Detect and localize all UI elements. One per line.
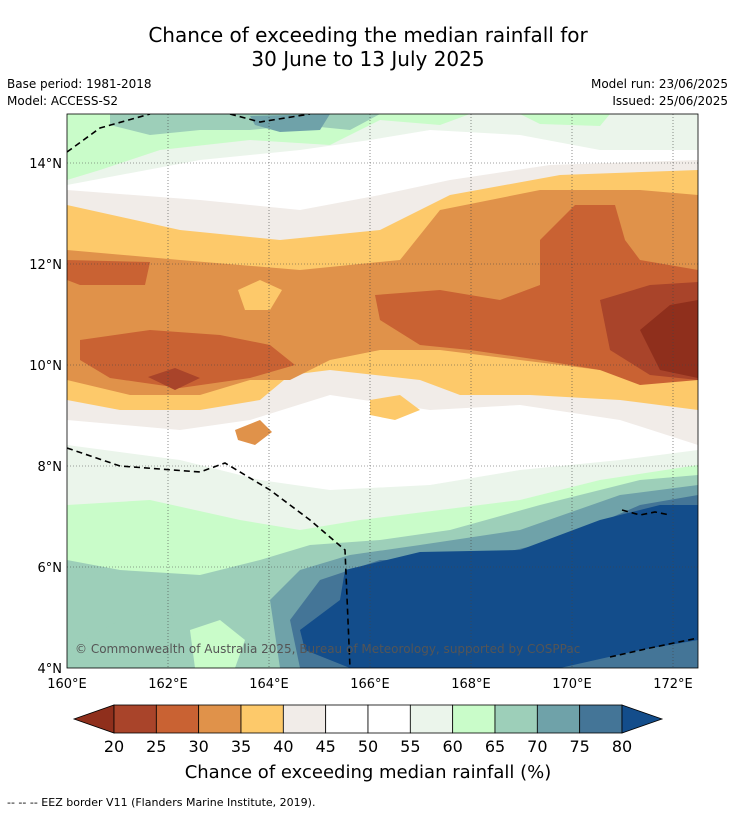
copyright-note: © Commonwealth of Australia 2025, Bureau…	[75, 642, 580, 656]
x-tick: 168°E	[451, 677, 491, 692]
colorbar-segment	[325, 704, 369, 734]
colorbar-label: 50	[357, 737, 379, 756]
colorbar-label: 80	[611, 737, 633, 756]
colorbar-label: 65	[484, 737, 506, 756]
x-tick: 160°E	[47, 677, 87, 692]
y-axis: 14°N 12°N 10°N 8°N 6°N 4°N	[29, 157, 62, 677]
colorbar-label: 35	[230, 737, 252, 756]
x-axis: 160°E 162°E 164°E 166°E 168°E 170°E 172°…	[47, 677, 693, 692]
title-line-2: 30 June to 13 July 2025	[251, 47, 485, 71]
colorbar-label: 60	[442, 737, 463, 756]
issued-date: Issued: 25/06/2025	[612, 94, 728, 108]
colorbar-segment	[282, 704, 327, 734]
colorbar-low-arrow	[72, 704, 115, 734]
gridlines	[67, 114, 698, 668]
copyright-text: © Commonwealth of Australia 2025, Bureau…	[75, 642, 580, 656]
colorbar-segment	[367, 704, 411, 734]
colorbar-label: 45	[315, 737, 336, 756]
y-tick: 8°N	[38, 460, 63, 475]
colorbar-segment	[452, 704, 496, 734]
model-name: Model: ACCESS-S2	[7, 94, 119, 108]
model-run: Model run: 23/06/2025	[590, 77, 728, 91]
colorbar	[72, 704, 664, 734]
colorbar-title: Chance of exceeding median rainfall (%)	[184, 762, 552, 783]
eez-border	[67, 114, 698, 668]
colorbar-segment	[155, 704, 200, 734]
x-tick: 164°E	[249, 677, 289, 692]
colorbar-segment	[494, 704, 538, 734]
colorbar-label: 20	[103, 737, 125, 756]
colorbar-label: 25	[146, 737, 167, 756]
colorbar-label: 40	[273, 737, 294, 756]
colorbar-segment	[113, 704, 157, 734]
title-line-1: Chance of exceeding the median rainfall …	[148, 23, 588, 47]
colorbar-segment	[240, 704, 284, 734]
x-tick: 172°E	[653, 677, 693, 692]
colorbar-label: 55	[400, 737, 421, 756]
eez-footnote: -- -- -- EEZ border V11 (Flanders Marine…	[7, 796, 316, 809]
y-tick: 6°N	[38, 561, 63, 576]
colorbar-label: 70	[527, 737, 548, 756]
x-tick: 170°E	[552, 677, 592, 692]
colorbar-segment	[579, 704, 623, 734]
colorbar-label: 30	[188, 737, 209, 756]
y-tick: 4°N	[38, 662, 63, 677]
y-tick: 12°N	[29, 258, 62, 273]
colorbar-label: 75	[569, 737, 590, 756]
y-tick: 14°N	[29, 157, 62, 172]
x-tick: 166°E	[350, 677, 390, 692]
base-period: Base period: 1981-2018	[7, 77, 152, 91]
y-tick: 10°N	[29, 359, 62, 374]
colorbar-segment	[198, 704, 242, 734]
colorbar-segment	[409, 704, 454, 734]
x-tick: 162°E	[148, 677, 188, 692]
map-field	[67, 114, 698, 668]
colorbar-segment	[536, 704, 581, 734]
colorbar-high-arrow	[621, 704, 664, 734]
